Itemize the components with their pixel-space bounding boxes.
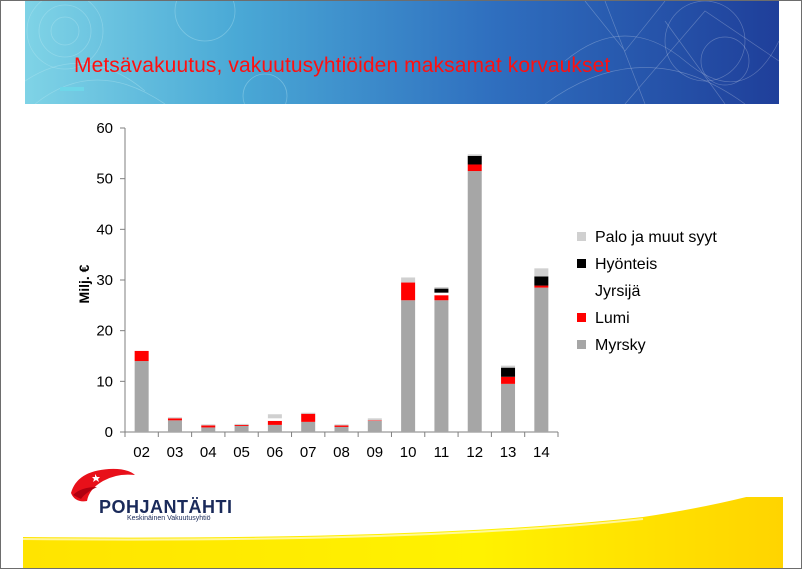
y-tick-label: 0 xyxy=(105,424,113,441)
bar-segment xyxy=(434,300,449,432)
bar-segment xyxy=(167,420,182,432)
legend-label: Jyrsijä xyxy=(595,283,640,300)
bar-segment xyxy=(334,425,349,427)
x-tick-label: 05 xyxy=(233,444,250,461)
logo-subtitle: Keskinäinen Vakuutusyhtiö xyxy=(127,515,211,522)
bar-segment xyxy=(401,277,416,283)
bar-segment xyxy=(134,350,149,362)
bar-segment xyxy=(534,285,549,288)
bar-segment xyxy=(434,287,449,289)
bar-segment xyxy=(467,171,482,433)
bar-segment xyxy=(501,383,516,432)
legend-swatch xyxy=(577,259,586,268)
y-tick-label: 60 xyxy=(96,120,113,137)
y-tick-label: 20 xyxy=(96,323,113,340)
bar-segment xyxy=(267,414,282,419)
legend-swatch xyxy=(577,313,586,322)
bar-segment xyxy=(534,276,549,286)
legend-label: Lumi xyxy=(595,310,630,327)
footer-swoosh xyxy=(23,497,783,568)
bar-segment xyxy=(434,292,449,296)
bar-segment xyxy=(434,295,449,301)
legend-swatch xyxy=(577,232,586,241)
x-tick-label: 09 xyxy=(366,444,383,461)
bar-segment xyxy=(234,425,249,432)
bar-segment xyxy=(467,155,482,165)
bar-segment xyxy=(301,413,316,422)
bar-segment xyxy=(434,288,449,293)
header-decoration xyxy=(25,1,779,104)
x-tick-label: 08 xyxy=(333,444,350,461)
x-tick-label: 04 xyxy=(200,444,217,461)
legend-label: Myrsky xyxy=(595,337,646,354)
bar-segment xyxy=(134,361,149,432)
x-tick-label: 11 xyxy=(434,444,450,461)
bar-segment xyxy=(201,427,216,432)
bar-segment xyxy=(267,424,282,432)
bar-segment xyxy=(334,426,349,432)
x-tick-label: 12 xyxy=(466,444,483,461)
x-tick-label: 02 xyxy=(133,444,150,461)
bar-segment xyxy=(367,420,382,432)
bar-segment xyxy=(234,424,249,426)
bar-segment xyxy=(401,300,416,432)
bar-segment xyxy=(501,365,516,368)
bar-segment xyxy=(201,425,216,428)
x-tick-label: 07 xyxy=(300,444,317,461)
slide-title: Metsävakuutus, vakuutusyhtiöiden maksama… xyxy=(74,54,611,77)
header-banner xyxy=(25,1,779,104)
y-tick-label: 50 xyxy=(96,171,113,188)
legend-swatch xyxy=(577,286,586,295)
bar-segment xyxy=(534,268,549,277)
x-tick-label: 14 xyxy=(533,444,550,461)
logo-wordmark: POHJANTÄHTI xyxy=(99,497,233,517)
legend-swatch xyxy=(577,340,586,349)
bar-segment xyxy=(467,154,482,156)
bar-segment xyxy=(401,282,416,301)
bar-segment xyxy=(167,417,182,419)
bar-segment xyxy=(501,376,516,384)
bar-segment xyxy=(501,367,516,377)
y-tick-label: 40 xyxy=(96,221,113,238)
bar-segment xyxy=(167,418,182,421)
bar-segment xyxy=(534,287,549,432)
bar-segment xyxy=(334,424,349,426)
bar-segment xyxy=(267,420,282,425)
bar-segment xyxy=(367,418,382,421)
bar-segment xyxy=(367,420,382,421)
x-tick-label: 13 xyxy=(500,444,517,461)
bar-segment xyxy=(201,424,216,426)
header-accent-bar xyxy=(60,87,84,91)
bar-segment xyxy=(467,164,482,172)
y-tick-label: 30 xyxy=(96,272,113,289)
legend-label: Palo ja muut syyt xyxy=(595,229,717,246)
bar-segment xyxy=(234,423,249,425)
x-tick-label: 03 xyxy=(167,444,184,461)
pohjantahti-logo xyxy=(71,468,135,502)
bar-segment xyxy=(267,418,282,421)
x-tick-label: 10 xyxy=(400,444,417,461)
y-tick-label: 10 xyxy=(96,373,113,390)
x-tick-label: 06 xyxy=(267,444,284,461)
bar-segment xyxy=(301,421,316,432)
y-axis-label: Milj. € xyxy=(76,264,92,303)
legend-label: Hyönteis xyxy=(595,256,657,273)
bar-segment xyxy=(301,412,316,414)
